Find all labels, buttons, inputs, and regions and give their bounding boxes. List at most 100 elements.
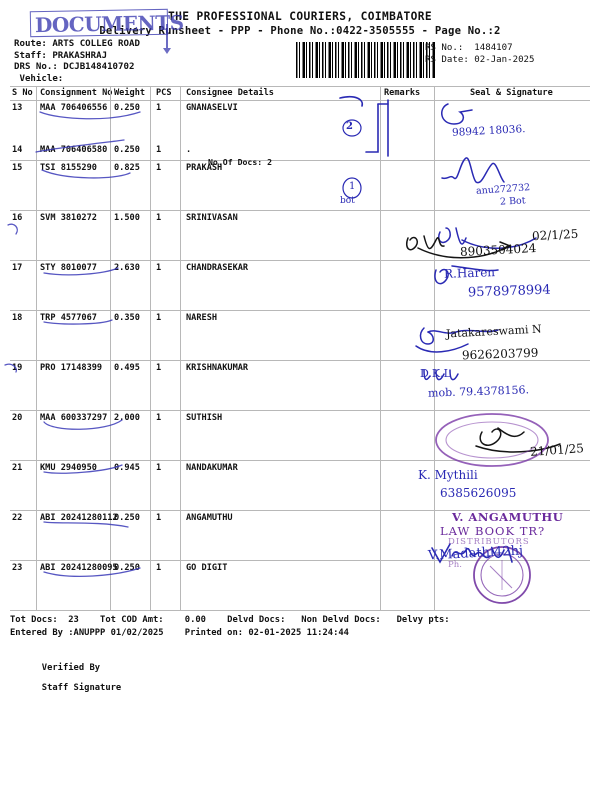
table-column-rule (380, 86, 381, 610)
table-row: 1 (156, 213, 162, 223)
table-row: 1 (156, 145, 162, 155)
documents-stamp: DOCUMENTS (29, 8, 184, 38)
table-row: 19 (12, 363, 23, 373)
documents-stamp-label: DOCUMENTS (34, 10, 184, 38)
table-row: 1 (156, 103, 162, 113)
col-header-s-no: S No (12, 88, 33, 98)
header-left-block: Route: ARTS COLLEG ROAD Staff: PRAKASHRA… (14, 39, 140, 85)
table-rule (10, 560, 590, 561)
table-row: ABI 20241280112 (40, 513, 118, 523)
vehicle-line: Vehicle: (14, 73, 64, 84)
table-row: KRISHNAKUMAR (186, 363, 249, 373)
table-row: 20 (12, 413, 23, 423)
rs-no-line: RS No.: 1484107 (425, 43, 513, 53)
document-header: THE PROFESSIONAL COURIERS, COIMBATORE De… (0, 0, 600, 86)
table-column-rule (110, 86, 111, 610)
table-row: 1 (156, 563, 162, 573)
table-column-rule (434, 86, 435, 610)
col-header-remarks: Remarks (384, 88, 421, 98)
table-row: 15 (12, 163, 23, 173)
signature-row: Verified By Staff Signature (10, 653, 590, 703)
remarks-qty-13-14: 2 (346, 121, 353, 132)
table-column-rule (150, 86, 151, 610)
table-rule (10, 310, 590, 311)
runsheet-subtitle: Delivery Runsheet - PPP - Phone No.:0422… (99, 25, 501, 37)
stamp-arrow-mark (163, 24, 171, 54)
table-row: 14 (12, 145, 23, 155)
table-row: ANGAMUTHU (186, 513, 233, 523)
table-row: 0.945 (114, 463, 140, 473)
table-rule (10, 510, 590, 511)
remarks-qty-15: 1 (349, 181, 356, 192)
table-column-rule (36, 86, 37, 610)
col-header-seal-signature: Seal & Signature (470, 88, 553, 98)
table-row: 21 (12, 463, 23, 473)
row-note: No.Of Docs: 2 (208, 157, 273, 167)
barcode-image (296, 42, 436, 78)
document-footer: Tot Docs: 23 Tot COD Amt: 0.00 Delvd Doc… (10, 614, 590, 703)
table-row: 1 (156, 463, 162, 473)
rs-date-line: RS Date: 02-Jan-2025 (425, 55, 535, 65)
table-row: ABI 20241280095 (40, 563, 118, 573)
table-row: MAA 706406580 (40, 145, 108, 155)
table-row: 2.630 (114, 263, 140, 273)
table-row: 22 (12, 513, 23, 523)
table-row: PRAKASH (186, 163, 223, 173)
table-row: 1 (156, 513, 162, 523)
table-row: SUTHISH (186, 413, 223, 423)
table-row: NANDAKUMAR (186, 463, 238, 473)
sig-text-15: anu272732 (475, 182, 531, 197)
table-row: 0.250 (114, 145, 140, 155)
table-rule (10, 410, 590, 411)
table-row: 0.495 (114, 363, 140, 373)
table-row: PRO 17148399 (40, 363, 103, 373)
sig-phone-21: 6385626095 (440, 486, 517, 500)
sig-date-16: 02/1/25 (531, 226, 579, 244)
table-row: 17 (12, 263, 23, 273)
table-row: 1 (156, 413, 162, 423)
col-header-consignment-no: Consignment No (40, 88, 113, 98)
table-rule (10, 460, 590, 461)
table-row: 1.500 (114, 213, 140, 223)
sig-text2-15: 2 Bot (499, 195, 526, 208)
header-right-block: RS No.: 1484107 RS Date: 02-Jan-2025 (425, 42, 535, 66)
stamp-name-22: V. ANGAMUTHU (452, 510, 564, 524)
table-row: 0.350 (114, 313, 140, 323)
col-header-weight: Weight (114, 88, 146, 98)
sig-date-20: 21/01/25 (529, 441, 585, 459)
table-row: 16 (12, 213, 23, 223)
totals-line: Tot Docs: 23 Tot COD Amt: 0.00 Delvd Doc… (10, 615, 450, 625)
table-row: 0.250 (114, 103, 140, 113)
route-line: Route: ARTS COLLEG ROAD (14, 39, 140, 49)
table-rule (10, 210, 590, 211)
sig-phone-17: 9578978994 (467, 282, 551, 301)
col-header-consignee-details: Consignee Details (186, 88, 274, 98)
table-row: NARESH (186, 313, 218, 323)
table-column-rule (180, 86, 181, 610)
sig-name-17: R.Haren (443, 265, 496, 281)
table-row: . (186, 145, 192, 155)
table-rule (10, 160, 590, 161)
table-row: STY 8010077 (40, 263, 97, 273)
table-row: MAA 600337297 (40, 413, 108, 423)
sig-name-21: K. Mythili (418, 468, 478, 482)
sig-phone-19: mob. 79.4378156. (427, 383, 530, 400)
table-row: MAA 706406556 (40, 103, 108, 113)
table-rule (10, 260, 590, 261)
table-row: 0.825 (114, 163, 140, 173)
stamp-phone-22: Ph. (448, 560, 462, 570)
table-row: CHANDRASEKAR (186, 263, 249, 273)
table-row: KMU 2940950 (40, 463, 97, 473)
table-row: 1 (156, 163, 162, 173)
table-row: 1 (156, 313, 162, 323)
col-header-pcs: PCS (156, 88, 172, 98)
sig-phone-16: 8903504024 (459, 241, 537, 259)
table-row: SVM 3810272 (40, 213, 97, 223)
table-row: 2.000 (114, 413, 140, 423)
table-row: 1 (156, 263, 162, 273)
verified-by-label: Verified By (41, 663, 101, 673)
table-rule (10, 100, 590, 101)
table-row: GO DIGIT (186, 563, 228, 573)
remarks-note-15: bot (340, 196, 355, 206)
drs-no-line: DRS No.: DCJB148410702 (14, 62, 135, 73)
